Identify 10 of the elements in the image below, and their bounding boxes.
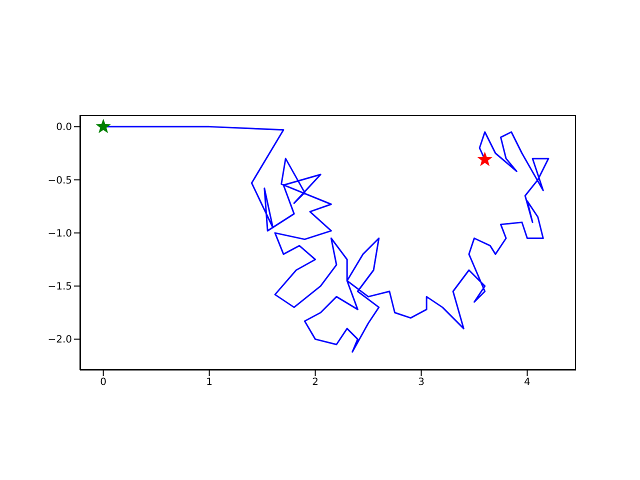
y-tick-label: −2.0 — [48, 334, 72, 346]
y-tick-label: 0.0 — [56, 122, 72, 134]
x-tick-label: 4 — [524, 377, 530, 388]
y-tick-label: −1.5 — [48, 282, 72, 293]
x-tick-label: 2 — [312, 377, 318, 388]
x-tick-label: 1 — [206, 377, 212, 388]
x-tick-label: 3 — [418, 377, 424, 388]
y-tick-label: −1.0 — [48, 228, 72, 240]
x-tick-label: 0 — [100, 377, 107, 388]
y-tick-label: −0.5 — [48, 175, 72, 186]
